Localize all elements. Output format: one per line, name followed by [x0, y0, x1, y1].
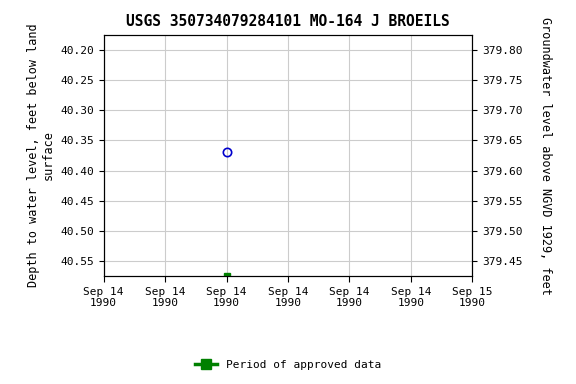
Title: USGS 350734079284101 MO-164 J BROEILS: USGS 350734079284101 MO-164 J BROEILS [126, 14, 450, 29]
Y-axis label: Groundwater level above NGVD 1929, feet: Groundwater level above NGVD 1929, feet [539, 17, 552, 295]
Y-axis label: Depth to water level, feet below land
surface: Depth to water level, feet below land su… [26, 24, 55, 287]
Legend: Period of approved data: Period of approved data [191, 356, 385, 375]
